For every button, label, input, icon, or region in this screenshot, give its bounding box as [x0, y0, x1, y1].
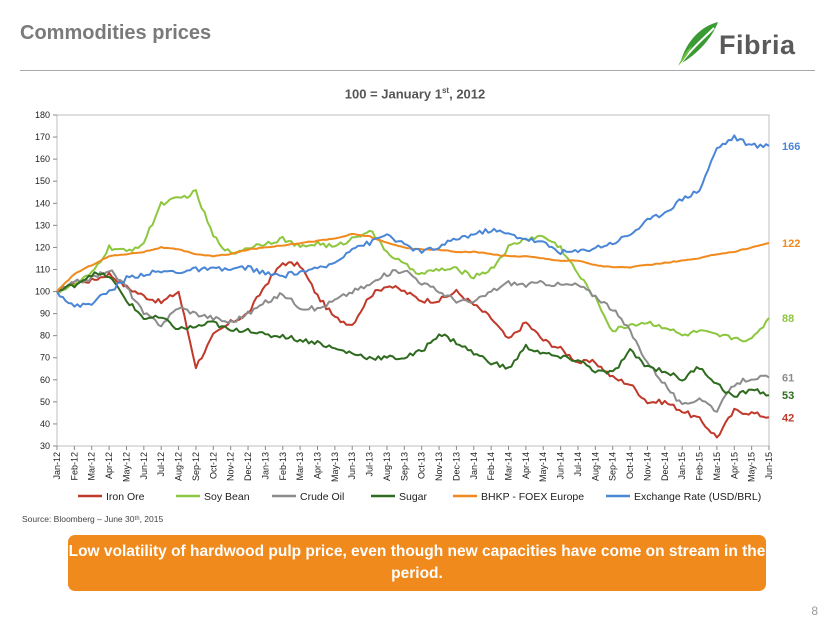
x-tick-label: Jul-13 — [365, 452, 375, 477]
x-tick-label: Sep-12 — [191, 452, 201, 481]
series-line-5 — [56, 134, 770, 308]
end-value-label: 53 — [782, 390, 794, 402]
y-tick-label: 100 — [35, 287, 50, 297]
x-tick-label: May-15 — [747, 452, 757, 482]
x-tick-label: Oct-13 — [417, 452, 427, 479]
x-tick-label: Jun-14 — [556, 452, 566, 480]
legend-label: Crude Oil — [300, 491, 344, 503]
series-line-1 — [56, 189, 770, 343]
y-tick-label: 90 — [40, 309, 50, 319]
subtitle-sup: st — [441, 86, 450, 95]
y-tick-label: 30 — [40, 441, 50, 451]
y-tick-label: 60 — [40, 375, 50, 385]
legend-label: Exchange Rate (USD/BRL) — [634, 491, 761, 503]
x-tick-label: May-13 — [330, 452, 340, 482]
series-line-3 — [56, 271, 770, 398]
end-value-label: 166 — [782, 141, 800, 153]
subtitle-tail: , 2012 — [449, 86, 486, 102]
y-tick-label: 120 — [35, 242, 50, 252]
x-tick-label: Feb-13 — [278, 452, 288, 481]
x-tick-label: Apr-14 — [521, 452, 531, 479]
page-number: 8 — [811, 604, 818, 618]
x-tick-label: Aug-12 — [174, 452, 184, 481]
x-tick-label: Feb-12 — [69, 452, 79, 481]
x-tick-label: Nov-13 — [434, 452, 444, 481]
x-tick-label: May-14 — [538, 452, 548, 482]
header-divider — [20, 70, 815, 71]
series-line-2 — [56, 269, 770, 413]
x-tick-label: Oct-12 — [208, 452, 218, 479]
x-tick-label: Feb-14 — [486, 452, 496, 481]
x-tick-label: May-12 — [121, 452, 131, 482]
end-value-label: 122 — [782, 238, 800, 250]
x-tick-label: Jan-14 — [469, 452, 479, 480]
x-tick-label: Jan-12 — [52, 452, 62, 480]
y-tick-label: 40 — [40, 419, 50, 429]
y-tick-label: 80 — [40, 331, 50, 341]
x-tick-label: Sep-14 — [608, 452, 618, 481]
x-tick-label: Feb-15 — [695, 452, 705, 481]
commodities-line-chart: 30 40 50 60 70 80 90 100 110 120 130 140 150 160 170 18… — [35, 110, 800, 503]
end-value-label: 88 — [782, 313, 794, 325]
x-tick-label: Nov-12 — [226, 452, 236, 481]
plot-area — [56, 114, 770, 447]
y-tick-label: 150 — [35, 176, 50, 186]
x-tick-label: Dec-13 — [451, 452, 461, 481]
x-tick-label: Mar-14 — [504, 452, 514, 481]
y-tick-label: 140 — [35, 198, 50, 208]
x-tick-label: Sep-13 — [399, 452, 409, 481]
y-tick-label: 70 — [40, 353, 50, 363]
end-value-label: 61 — [782, 373, 794, 385]
source-note: Source: Bloomberg – June 30ᵗʰ, 2015 — [22, 514, 164, 524]
x-tick-label: Jul-12 — [156, 452, 166, 477]
legend-label: BHKP - FOEX Europe — [481, 491, 584, 503]
x-tick-label: Apr-13 — [312, 452, 322, 479]
x-tick-label: Jul-14 — [573, 452, 583, 477]
end-value-label: 42 — [782, 412, 794, 424]
legend-label: Sugar — [399, 491, 428, 503]
callout-box: Low volatility of hardwood pulp price, e… — [68, 535, 766, 591]
callout-text: Low volatility of hardwood pulp price, e… — [68, 543, 766, 582]
x-tick-label: Jun-12 — [139, 452, 149, 480]
y-tick-label: 130 — [35, 220, 50, 230]
leaf-icon — [678, 22, 718, 66]
series-line-0 — [56, 261, 770, 439]
page-title: Commodities prices — [20, 22, 212, 44]
y-tick-label: 110 — [36, 264, 50, 274]
y-tick-label: 160 — [35, 154, 50, 164]
x-tick-label: Apr-15 — [729, 452, 739, 479]
x-tick-label: Jan-15 — [677, 452, 687, 480]
chart-subtitle: 100 = January 1st, 2012 — [0, 86, 830, 101]
x-tick-label: Apr-12 — [104, 452, 114, 479]
x-tick-label: Jun-15 — [764, 452, 774, 480]
subtitle-main: 100 = January 1 — [344, 86, 442, 102]
x-tick-label: Aug-13 — [382, 452, 392, 481]
y-tick-label: 50 — [40, 397, 50, 407]
x-tick-label: Dec-12 — [243, 452, 253, 481]
x-tick-label: Mar-13 — [295, 452, 305, 481]
x-tick-label: Jun-13 — [347, 452, 357, 480]
y-tick-label: 170 — [35, 132, 50, 142]
x-tick-label: Mar-12 — [87, 452, 97, 481]
logo-text: Fibria — [719, 30, 796, 60]
x-tick-label: Oct-14 — [625, 452, 635, 479]
x-tick-label: Aug-14 — [590, 452, 600, 481]
x-tick-label: Mar-15 — [712, 452, 722, 481]
legend-label: Iron Ore — [106, 491, 145, 503]
fibria-logo: Fibria — [676, 20, 816, 70]
x-tick-label: Nov-14 — [642, 452, 652, 481]
x-tick-label: Jan-13 — [260, 452, 270, 480]
legend-label: Soy Bean — [204, 491, 250, 503]
series-line-4 — [56, 232, 770, 293]
x-tick-label: Dec-14 — [660, 452, 670, 481]
y-tick-label: 180 — [35, 110, 50, 120]
